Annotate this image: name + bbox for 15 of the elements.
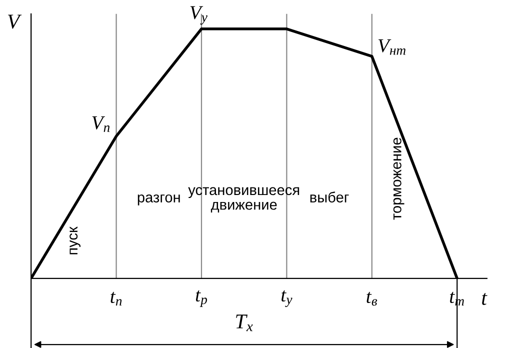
annotation: выбег — [310, 192, 349, 202]
annotation: установившееся движение — [188, 187, 300, 213]
x-tick-label: t$_{в}$ — [366, 292, 378, 306]
x-tick-label: t$_{п}$ — [110, 292, 122, 306]
annotation: V$_{у}$ — [190, 6, 208, 25]
x-tick-label: t$_{р}$ — [196, 290, 208, 307]
y-axis-title: V — [8, 14, 22, 29]
x-tick-label: t$_{у}$ — [282, 290, 292, 307]
annotation: V$_{нт}$ — [378, 39, 406, 55]
annotation: торможение — [393, 138, 404, 220]
annotation: пуск — [70, 226, 80, 254]
x-axis-title: t — [482, 293, 488, 305]
text: T$_{х}$ — [236, 314, 253, 332]
annotation: разгон — [138, 194, 180, 206]
annotation: V$_{п}$ — [92, 116, 110, 132]
